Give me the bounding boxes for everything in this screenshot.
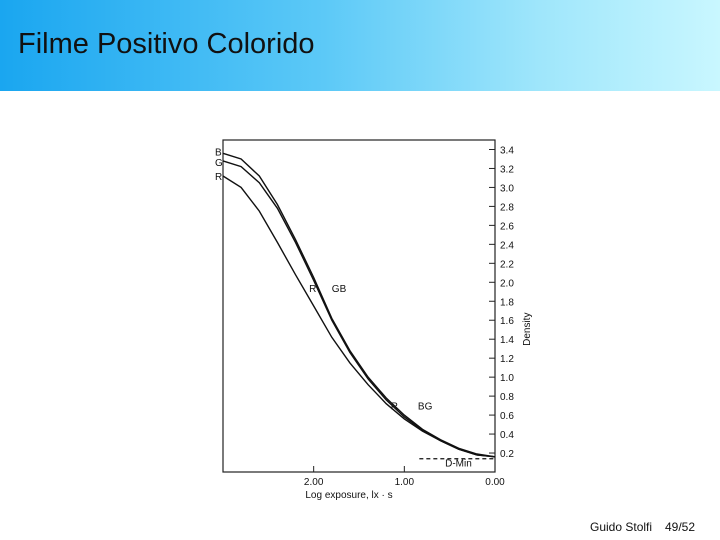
y-tick-label: 3.4 (500, 145, 514, 156)
y-tick-label: 1.4 (500, 335, 514, 346)
y-tick-label: 2.8 (500, 202, 514, 213)
y-tick-label: 1.8 (500, 297, 514, 308)
annotation-label: GB (332, 284, 347, 295)
series-line-b (222, 152, 496, 458)
annotation-label: R (309, 284, 316, 295)
title-bar: Filme Positivo Colorido (0, 0, 720, 91)
y-tick-label: 2.4 (500, 240, 514, 251)
y-tick-label: 0.6 (500, 411, 514, 422)
y-tick-label: 2.6 (500, 221, 514, 232)
y-tick-label: 3.0 (500, 183, 514, 194)
annotation-label: R (391, 401, 398, 412)
y-axis-label: Density (522, 313, 533, 346)
annotation-label: B (215, 147, 222, 158)
slide-title: Filme Positivo Colorido (18, 28, 315, 60)
footer-author: Guido Stolfi (590, 520, 653, 534)
footer-page-number: 49/52 (665, 520, 696, 534)
series-line-r (222, 175, 496, 458)
x-tick-label: 0.00 (485, 477, 505, 488)
y-tick-label: 1.6 (500, 316, 514, 327)
y-tick-label: 1.2 (500, 354, 514, 365)
plot-frame (222, 139, 496, 473)
x-tick-label: 1.00 (395, 477, 415, 488)
annotation-label: G (215, 158, 223, 169)
y-tick-label: 0.2 (500, 449, 514, 460)
annotation-label: D-Min (445, 458, 472, 469)
x-axis-label: Log exposure, lx · s (305, 490, 392, 501)
y-tick-label: 2.0 (500, 278, 514, 289)
annotation-label: R (215, 172, 222, 183)
series-line-g (222, 160, 496, 458)
annotation-label: BG (418, 401, 433, 412)
y-tick-label: 0.4 (500, 430, 514, 441)
y-tick-label: 1.0 (500, 373, 514, 384)
y-tick-label: 3.2 (500, 164, 514, 175)
x-tick-label: 2.00 (304, 477, 324, 488)
y-tick-label: 0.8 (500, 392, 514, 403)
y-tick-label: 2.2 (500, 259, 514, 270)
